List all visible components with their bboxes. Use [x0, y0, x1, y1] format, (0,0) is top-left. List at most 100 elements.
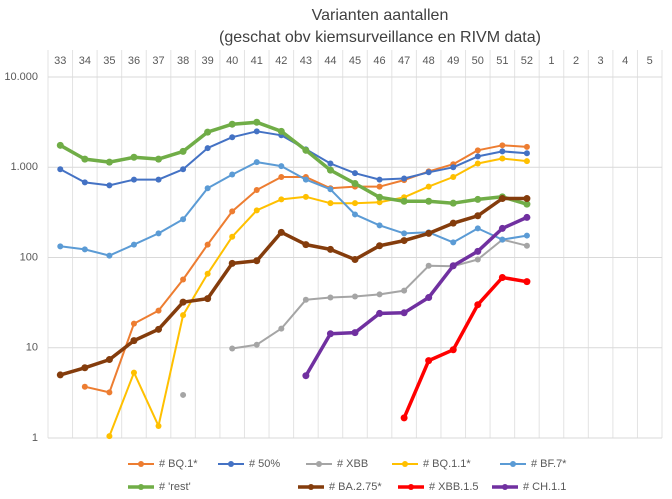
data-point	[523, 213, 531, 221]
data-point	[302, 146, 310, 154]
series-line	[60, 161, 528, 257]
data-point	[376, 183, 383, 190]
data-point	[204, 270, 211, 277]
data-point	[179, 298, 187, 306]
data-point	[474, 301, 482, 309]
data-point	[425, 183, 432, 190]
legend-marker	[138, 461, 144, 467]
data-point	[106, 389, 113, 396]
data-point	[180, 276, 187, 283]
data-point	[425, 294, 433, 302]
data-point	[450, 173, 457, 180]
data-point	[180, 391, 187, 398]
series-line	[304, 215, 528, 377]
x-tick-label: 46	[373, 55, 385, 67]
data-point	[57, 166, 64, 173]
data-point	[523, 232, 530, 239]
data-point	[155, 422, 162, 429]
data-point	[499, 155, 506, 162]
data-point	[130, 337, 138, 345]
data-point	[130, 153, 138, 161]
x-tick-label: 44	[324, 55, 336, 67]
data-point	[474, 160, 481, 167]
legend-marker	[408, 484, 414, 490]
data-point	[130, 241, 137, 248]
data-point	[450, 239, 457, 246]
data-point	[474, 256, 481, 263]
x-tick-label: 2	[573, 55, 579, 67]
data-point	[326, 245, 334, 253]
data-point	[523, 143, 530, 150]
legend-label: # BF.7*	[531, 458, 567, 470]
data-point	[352, 211, 358, 218]
x-tick-label: 39	[202, 55, 214, 67]
data-point	[81, 179, 88, 186]
legend-label: # BQ.1.1*	[423, 458, 471, 470]
data-point	[155, 176, 162, 183]
data-point	[105, 356, 113, 364]
data-point	[400, 197, 408, 205]
data-point	[278, 325, 285, 332]
x-tick-label: 1	[548, 55, 554, 67]
data-point	[425, 197, 433, 205]
legend-marker	[228, 461, 234, 467]
data-point	[351, 329, 359, 337]
y-tick-label: 100	[20, 251, 38, 263]
data-point	[179, 147, 187, 155]
data-point	[327, 294, 334, 301]
legend-label: # BA.2.75*	[329, 481, 382, 493]
data-point	[326, 166, 334, 174]
data-point	[81, 155, 89, 163]
data-point	[81, 246, 88, 253]
data-point	[376, 199, 383, 206]
legend-label: # XBB.1.5	[429, 481, 479, 493]
data-point	[277, 228, 285, 236]
data-point	[130, 369, 137, 376]
data-point	[253, 118, 261, 126]
data-point	[327, 186, 334, 193]
data-point	[229, 233, 236, 240]
data-point	[352, 170, 358, 177]
data-point	[105, 158, 113, 166]
x-tick-label: 33	[54, 55, 66, 67]
data-point	[253, 341, 260, 348]
y-tick-label: 1.000	[10, 161, 38, 173]
data-point	[474, 247, 482, 255]
data-point	[474, 153, 481, 160]
data-point	[376, 291, 383, 298]
series-line	[108, 157, 528, 437]
legend-marker	[138, 484, 144, 490]
data-point	[474, 147, 481, 154]
data-point	[499, 236, 506, 243]
data-point	[253, 128, 260, 135]
data-point	[449, 199, 457, 207]
data-point	[229, 134, 236, 141]
data-point	[106, 252, 113, 259]
data-point	[204, 185, 211, 192]
data-point	[449, 346, 457, 354]
data-point	[351, 180, 359, 188]
data-point	[204, 295, 212, 303]
data-point	[376, 222, 383, 229]
legend-label: # 50%	[249, 458, 280, 470]
legend-label: # 'rest'	[159, 481, 191, 493]
data-point	[155, 307, 162, 314]
series-line	[59, 120, 528, 206]
x-tick-label: 3	[598, 55, 604, 67]
data-point	[499, 142, 506, 149]
data-point	[130, 320, 137, 327]
data-point	[56, 141, 64, 149]
data-point	[352, 293, 358, 300]
data-point	[449, 219, 457, 227]
x-tick-label: 36	[128, 55, 140, 67]
data-point	[523, 242, 530, 249]
data-point	[253, 159, 260, 166]
legend-marker	[510, 461, 516, 467]
data-point	[278, 163, 285, 170]
x-tick-label: 41	[251, 55, 263, 67]
x-tick-label: 52	[521, 55, 533, 67]
series-line	[59, 196, 527, 377]
data-point	[499, 148, 506, 155]
data-point	[56, 371, 64, 379]
